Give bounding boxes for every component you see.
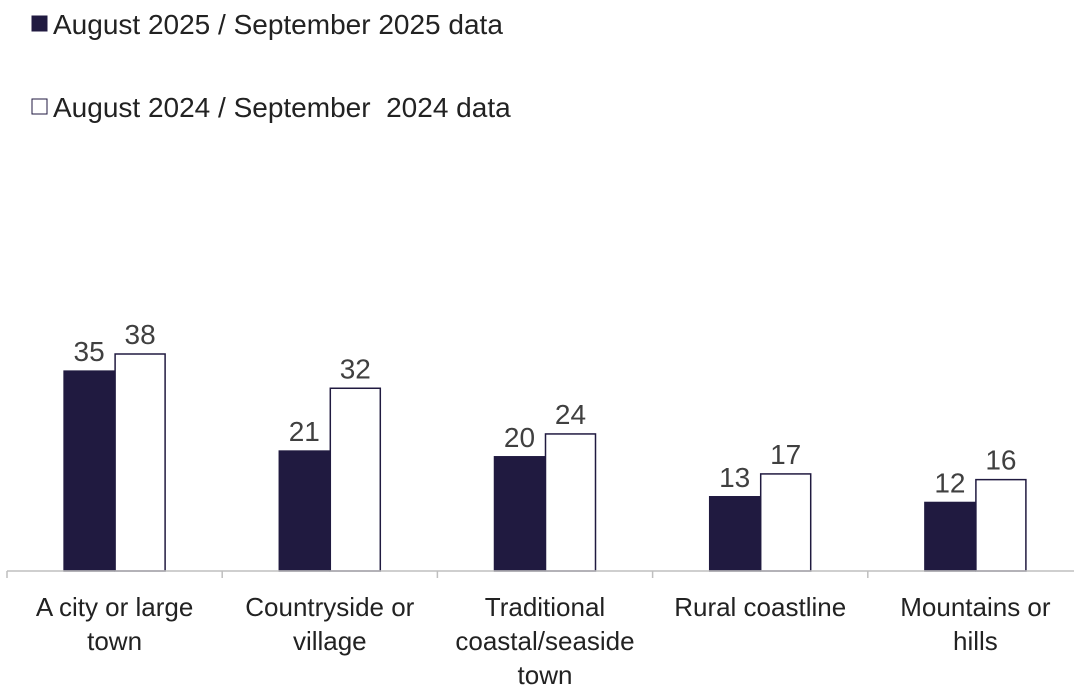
bar-series2-cat1	[114, 353, 166, 572]
bar-series1-cat2	[278, 450, 331, 572]
bar-series1-cat3	[493, 456, 546, 572]
bar-series2-cat2	[329, 387, 382, 572]
bar-series2-cat4	[759, 473, 812, 572]
category-label-5: Mountains or hills	[900, 592, 1051, 656]
bar-series2-cat3	[544, 433, 597, 572]
category-label-3: Traditional coastal/seaside town	[455, 592, 634, 687]
bar-series2-cat5	[975, 478, 1027, 572]
legend-swatch-2	[31, 98, 48, 115]
legend: August 2025 / September 2025 data August …	[31, 9, 511, 123]
data-label-series2-cat1: 38	[125, 319, 156, 350]
legend-label-1: August 2025 / September 2025 data	[53, 9, 503, 40]
data-label-series2-cat5: 16	[985, 445, 1016, 476]
data-label-series2-cat3: 24	[555, 399, 586, 430]
data-labels: 35 38 21 32 20 24 13 17 12 16	[74, 319, 1017, 498]
data-label-series1-cat1: 35	[74, 336, 105, 367]
data-label-series2-cat4: 17	[770, 439, 801, 470]
bar-series1-cat4	[708, 496, 761, 572]
category-label-4: Rural coastline	[674, 592, 846, 622]
data-label-series1-cat2: 21	[289, 416, 320, 447]
legend-label-2: August 2024 / September 2024 data	[53, 92, 511, 123]
x-axis	[6, 570, 1074, 578]
bar-series1-cat1	[63, 370, 115, 572]
data-label-series1-cat5: 12	[934, 467, 965, 498]
category-label-2: Countryside or village	[245, 592, 414, 656]
bars	[63, 353, 1027, 572]
x-axis-categories: A city or large town Countryside or village…	[36, 592, 1051, 690]
category-label-1: A city or large town	[36, 592, 194, 656]
data-label-series1-cat3: 20	[504, 422, 535, 453]
legend-swatch-1	[31, 15, 48, 32]
bar-series1-cat5	[924, 501, 976, 572]
data-label-series1-cat4: 13	[719, 462, 750, 493]
data-label-series2-cat2: 32	[340, 353, 371, 384]
